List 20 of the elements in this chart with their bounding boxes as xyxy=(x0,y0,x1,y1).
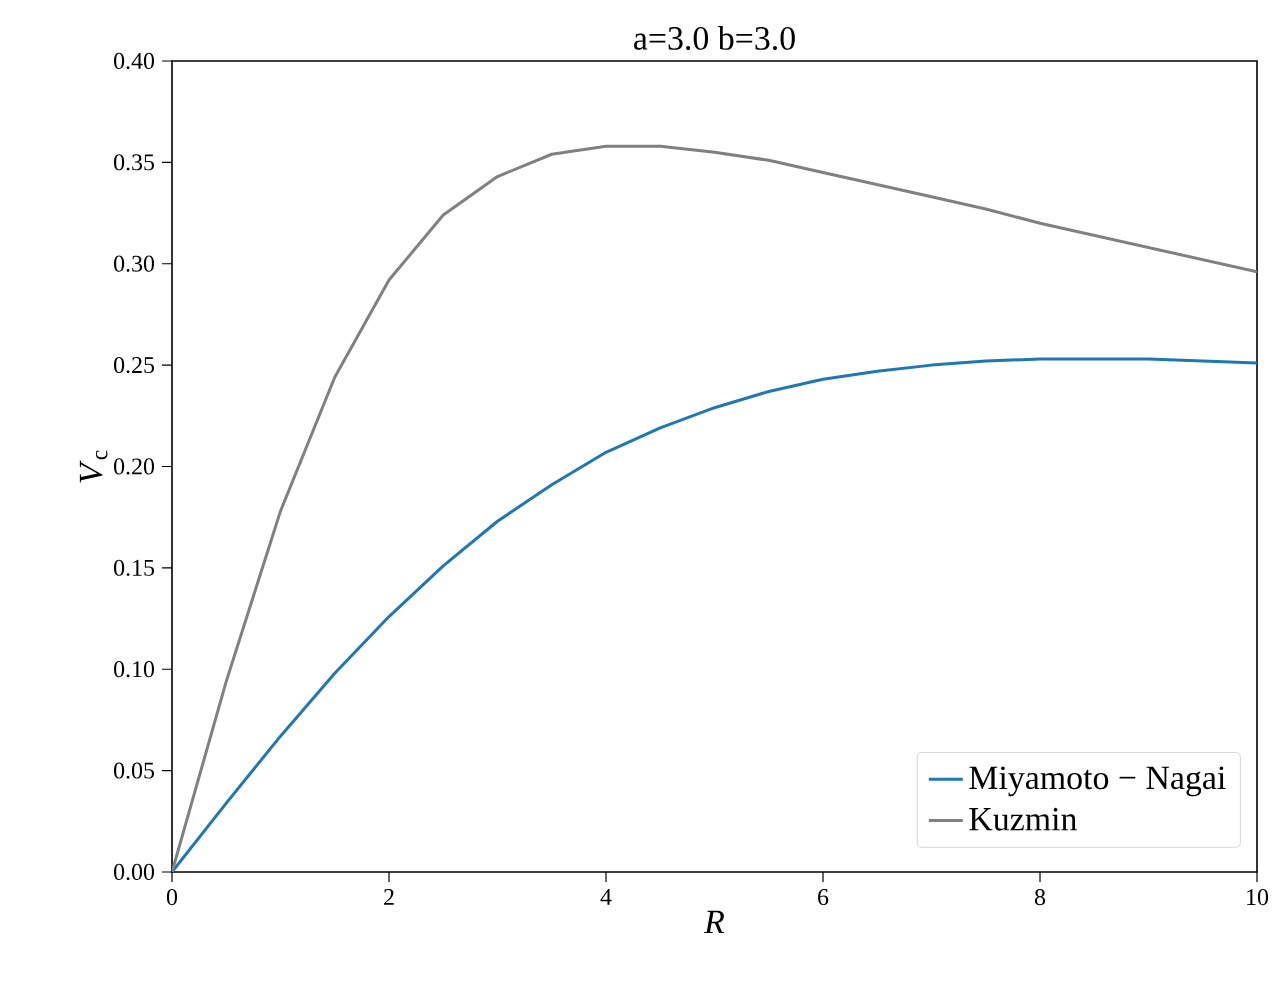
x-tick-label: 6 xyxy=(818,889,829,906)
x-tick-label: 10 xyxy=(1247,889,1269,906)
y-tick-label: 0.05 xyxy=(114,762,155,779)
legend-label: Miyamoto − Nagai xyxy=(969,766,1226,797)
y-tick-label: 0.30 xyxy=(114,255,155,272)
y-tick-label: 0.20 xyxy=(114,458,155,475)
y-tick-label: 0.00 xyxy=(114,863,155,881)
y-axis-title: V$_{c}$ xyxy=(79,450,108,483)
legend-label: Kuzmin xyxy=(969,807,1077,831)
y-tick-label: 0.10 xyxy=(114,661,155,678)
x-tick-label: 2 xyxy=(384,889,394,905)
chart-title: a=3.0 b=3.0 xyxy=(634,26,795,50)
y-tick-label: 0.15 xyxy=(114,559,155,576)
x-axis-title: R xyxy=(703,910,725,934)
y-tick-label: 0.25 xyxy=(114,356,155,374)
x-tick-label: 8 xyxy=(1034,889,1046,906)
y-tick-label: 0.35 xyxy=(114,154,155,171)
y-tick-label: 0.40 xyxy=(114,52,155,70)
x-tick-label: 0 xyxy=(166,889,178,906)
x-tick-label: 4 xyxy=(600,889,612,905)
